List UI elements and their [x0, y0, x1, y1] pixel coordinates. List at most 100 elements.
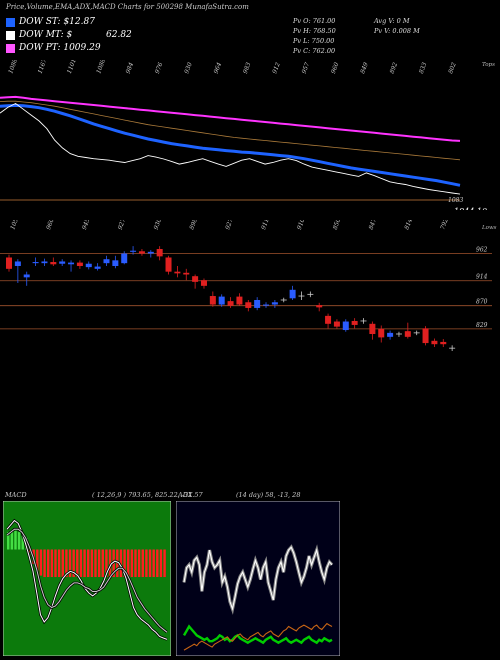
macd-histogram-bar: [94, 549, 97, 578]
price-candle-body: [85, 263, 92, 268]
macd-line: [6, 519, 168, 640]
legend-dow-pt: DOW PT: 1009.29: [6, 42, 101, 54]
price-chart: 1052 960 945 927 930 898 927 911 910 850 847 814 792…: [0, 220, 497, 351]
adx-line: [183, 546, 333, 611]
ema-top-label: 833: [418, 61, 429, 74]
price-level-label: 870: [476, 299, 488, 306]
ema-chart: 1088 1167 1101 1088 984 976 930 964 983 912 957 960…: [0, 60, 495, 210]
price-candle-body: [254, 300, 261, 308]
macd-histogram-bar: [145, 549, 148, 578]
macd-histogram-bar: [72, 549, 75, 578]
macd-histogram-bar: [61, 549, 64, 578]
stat-avg-volume: Avg V: 0 M: [374, 17, 410, 25]
ema-side-label: 1944.10: [454, 207, 487, 210]
legend-label: DOW MT: $: [19, 30, 73, 40]
price-candle-body: [121, 253, 128, 264]
price-candle-body: [103, 259, 110, 264]
price-candle-body: [165, 257, 172, 272]
legend-value: 62.82: [106, 30, 132, 40]
macd-line: [6, 528, 168, 633]
price-candle-body: [183, 272, 190, 275]
price-candle-body: [369, 323, 376, 334]
legend-label: DOW PT: 1009.29: [19, 43, 101, 53]
price-candle-body: [192, 276, 199, 282]
ema-top-label: 957: [301, 61, 312, 74]
price-candle-body: [112, 260, 119, 266]
price-candle-body: [147, 251, 154, 254]
price-candle-body: [130, 250, 137, 252]
macd-params: ( 12,26,9 ) 793.65, 825.22, -31.57: [92, 491, 203, 499]
price-candle-body: [200, 280, 207, 286]
macd-histogram-bar: [14, 530, 17, 550]
macd-histogram-bar: [159, 549, 163, 578]
ema-top-label: 960: [330, 61, 341, 74]
price-candle-body: [422, 328, 429, 344]
macd-histogram-bar: [65, 549, 68, 578]
macd-histogram-bar: [76, 549, 79, 578]
macd-histogram-bar: [50, 549, 54, 578]
price-top-label: 911: [260, 220, 270, 231]
ema-top-label: 930: [183, 61, 194, 74]
ema-top-label: 984: [125, 61, 136, 74]
price-candle-body: [6, 257, 12, 269]
price-candle-body: [94, 266, 101, 269]
price-candle-body: [68, 262, 75, 265]
price-candle-body: [50, 262, 57, 265]
stat-pv-open: Pv O: 761.00: [293, 17, 336, 25]
price-candle-body: [387, 332, 394, 337]
ema-top-label: 1101: [66, 60, 78, 75]
price-candle-body: [271, 302, 278, 305]
legend-dow-mt: DOW MT: $ 62.82: [6, 29, 166, 41]
price-top-label: 910: [296, 220, 307, 231]
price-top-label: 847: [368, 220, 379, 231]
macd-histogram-bar: [17, 532, 21, 550]
price-candle-body: [41, 261, 48, 264]
price-candle-body: [156, 249, 163, 257]
price-level-label: 914: [476, 274, 488, 281]
price-candle-body: [76, 262, 83, 266]
price-candle-body: [378, 328, 385, 338]
macd-histogram-bar: [119, 549, 123, 578]
macd-histogram-bar: [7, 532, 10, 550]
price-candle-body: [227, 301, 234, 306]
macd-histogram-bar: [130, 549, 134, 578]
macd-histogram-bar: [90, 549, 94, 578]
macd-background: [3, 501, 171, 656]
ema-series-line: [0, 100, 461, 161]
adx-chart: [176, 501, 340, 656]
legend-dow-st: DOW ST: $12.87: [6, 16, 95, 28]
price-top-label: 945: [81, 220, 92, 231]
legend-swatch-white: [6, 30, 15, 40]
ema-top-label: 1088: [95, 60, 107, 75]
macd-histogram-bar: [87, 549, 90, 578]
price-candle-body: [174, 271, 181, 274]
macd-histogram-bar: [156, 549, 159, 578]
macd-histogram-bar: [43, 549, 46, 578]
price-candle-body: [342, 321, 349, 331]
price-top-label: 927: [224, 220, 235, 231]
price-candle-body: [245, 302, 252, 308]
macd-histogram-bar: [152, 549, 155, 578]
price-candle-body: [333, 321, 340, 327]
legend-label: DOW ST: $12.87: [19, 17, 95, 27]
macd-histogram-bar: [108, 549, 112, 578]
stat-pv-low: Pv L: 750.00: [293, 37, 335, 45]
macd-histogram-bar: [101, 549, 104, 578]
ema-series-line: [0, 95, 461, 142]
price-candle-body: [218, 296, 225, 305]
ema-top-label: 849: [359, 61, 370, 74]
macd-histogram-bar: [127, 549, 130, 578]
price-candle-body: [263, 304, 270, 306]
stat-pv-close: Pv C: 762.00: [293, 47, 336, 55]
price-candle-body: [59, 261, 66, 264]
legend-swatch-magenta: [6, 43, 15, 53]
adx-line: [182, 624, 333, 645]
ema-top-label: 964: [213, 61, 224, 74]
ema-top-label: 892: [389, 61, 400, 74]
price-top-label: 850: [332, 220, 343, 231]
ema-top-label: 1088: [7, 60, 19, 75]
stat-pv-high: Pv H: 768.50: [293, 27, 336, 35]
macd-histogram-bar: [10, 532, 14, 550]
adx-line: [183, 622, 333, 651]
macd-histogram-bar: [123, 549, 126, 578]
